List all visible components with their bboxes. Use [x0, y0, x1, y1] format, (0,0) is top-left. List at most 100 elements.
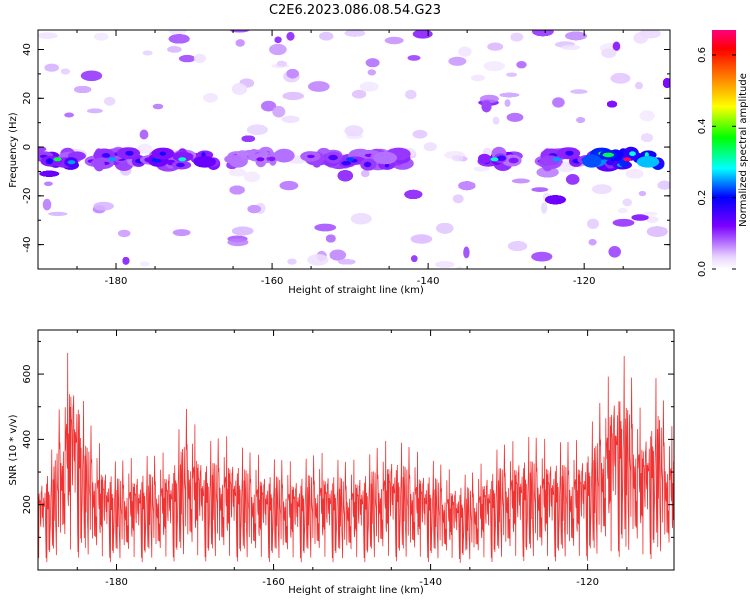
noise-blob [607, 100, 617, 108]
noise-blob [641, 133, 653, 142]
noise-blob [531, 251, 553, 262]
noise-blob [367, 69, 376, 76]
noise-blob [193, 53, 206, 64]
signal-blob [582, 154, 602, 168]
noise-blob [272, 105, 286, 118]
noise-blob [510, 32, 524, 42]
noise-blob [471, 74, 485, 82]
signal-core [45, 158, 54, 165]
snr-y-label: SNR (10 * v/v) [8, 414, 19, 485]
noise-blob [483, 61, 505, 72]
noise-blob [482, 147, 493, 156]
noise-blob [344, 30, 365, 37]
noise-blob [463, 246, 470, 259]
noise-blob [168, 34, 190, 44]
noise-blob [38, 32, 58, 39]
signal-peak [552, 157, 561, 162]
noise-blob [452, 155, 464, 162]
y-tick-label: 0 [22, 144, 33, 150]
signal-core [363, 161, 372, 168]
noise-blob [228, 168, 247, 177]
noise-blob [412, 129, 428, 139]
noise-blob [405, 89, 417, 100]
snr-ticks: -180 -160 -140 -120 200 400 600 [22, 330, 674, 588]
noise-blob [329, 249, 347, 261]
signal-core [328, 154, 338, 161]
noise-blob [657, 180, 670, 190]
spectrogram-y-label: Frequency (Hz) [8, 112, 19, 188]
signal-core [508, 157, 519, 164]
noise-blob [277, 60, 287, 67]
snr-panel: -180 -160 -140 -120 200 400 600 Height of stra… [8, 329, 675, 596]
noise-blob [473, 166, 490, 172]
noise-blob [612, 218, 635, 227]
y-tick-label: 400 [22, 430, 33, 449]
x-tick-label: -140 [417, 276, 440, 287]
noise-blob [230, 30, 250, 33]
noise-blob [404, 189, 423, 199]
noise-blob [274, 36, 282, 43]
noise-blob [87, 108, 103, 114]
noise-blob [508, 241, 528, 251]
signal-peak [108, 157, 117, 162]
signal-core [565, 150, 574, 156]
noise-blob [631, 214, 649, 221]
noise-blob [48, 211, 68, 216]
noise-blob [227, 238, 249, 247]
noise-blob [344, 125, 364, 137]
noise-blob [232, 83, 247, 95]
colorbar-tick-label: 0.6 [697, 47, 708, 63]
signal-blob [273, 148, 295, 163]
noise-blob [168, 30, 187, 35]
noise-blob [261, 100, 277, 112]
x-tick-label: -120 [576, 577, 599, 588]
noise-blob [136, 143, 153, 154]
figure-title: C2E6.2023.086.08.54.G23 [269, 3, 441, 18]
noise-blob [167, 46, 182, 53]
signal-peak [490, 157, 499, 162]
noise-blob [642, 211, 658, 216]
snr-frame [37, 329, 675, 571]
noise-blob [172, 229, 191, 237]
signal-core [176, 162, 185, 168]
noise-blob [287, 258, 297, 265]
x-tick-label: -180 [105, 577, 128, 588]
x-tick-label: -160 [261, 276, 284, 287]
signal-core [268, 156, 276, 162]
snr-x-label: Height of straight line (km) [288, 585, 424, 596]
signal-blob [478, 153, 491, 164]
noise-blob [565, 31, 587, 41]
noise-blob [326, 234, 336, 243]
signal-core [496, 155, 506, 161]
spectrogram-heatmap [38, 30, 670, 269]
noise-blob [638, 190, 647, 197]
spectrogram-frame [37, 29, 671, 270]
noise-blob [178, 54, 196, 63]
x-tick-label: -140 [419, 577, 442, 588]
noise-blob [94, 32, 109, 41]
noise-blob [617, 207, 628, 214]
noise-blob [536, 167, 559, 178]
signal-peak [178, 157, 187, 162]
colorbar-tick-label: 0.4 [697, 118, 708, 134]
spectrogram-ticks: -180 -160 -140 -120 -40 -20 0 20 40 [22, 30, 670, 287]
spectrogram-panel: -180 -160 -140 -120 -40 -20 0 20 40 Height of st… [8, 29, 671, 296]
noise-blob [511, 178, 530, 184]
noise-blob [487, 42, 504, 51]
noise-blob [436, 223, 454, 234]
noise-blob [588, 238, 597, 246]
noise-blob [42, 198, 52, 211]
noise-blob [44, 181, 53, 187]
signal-peak [346, 157, 355, 162]
colorbar-gradient [712, 30, 736, 269]
y-tick-label: 20 [22, 92, 33, 105]
noise-blob [117, 229, 131, 238]
noise-blob [532, 30, 554, 37]
noise-blob [458, 46, 472, 57]
noise-blob [269, 43, 287, 56]
noise-blob [241, 135, 255, 142]
noise-blob [570, 89, 588, 94]
colorbar-tick-label: 0.0 [697, 261, 708, 277]
noise-blob [350, 212, 372, 225]
